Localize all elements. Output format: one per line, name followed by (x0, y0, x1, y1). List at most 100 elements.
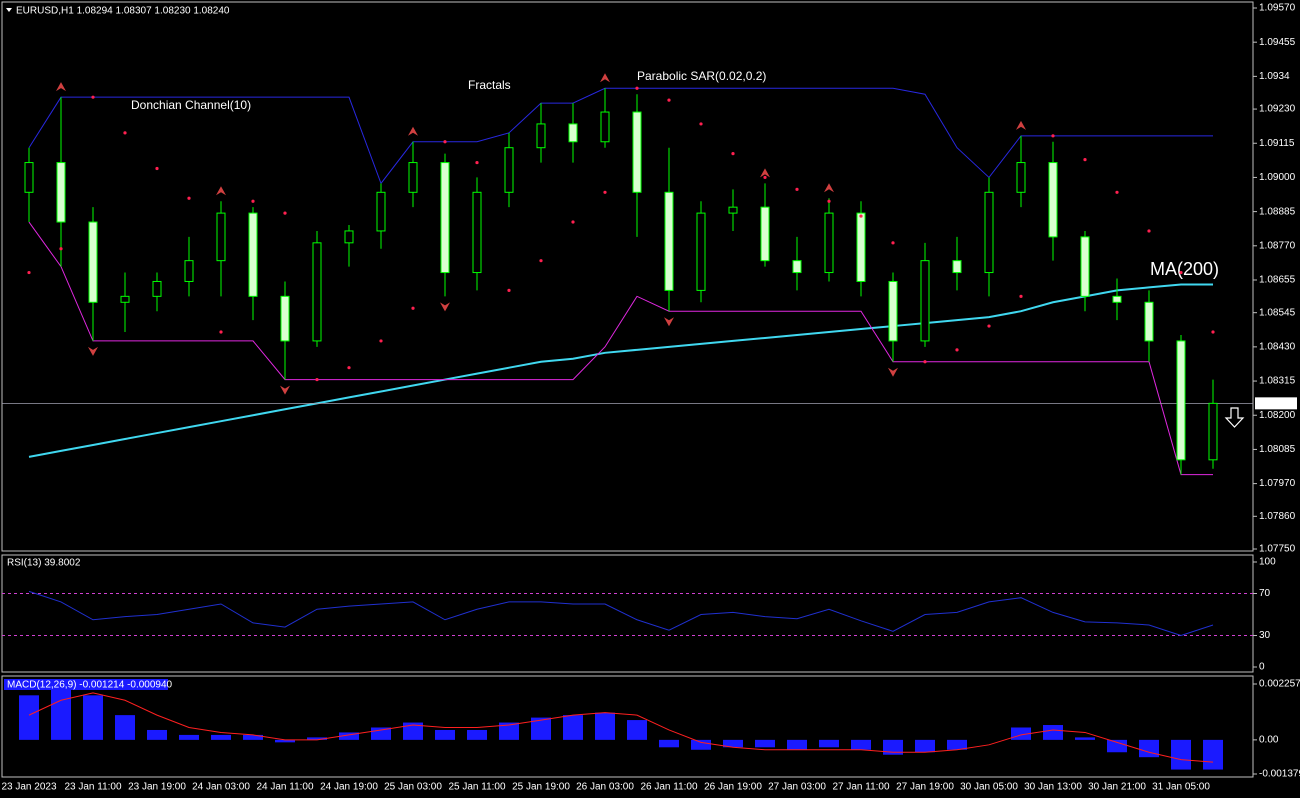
macd-bar (115, 715, 135, 740)
current-price-box (1255, 397, 1297, 410)
candle-body (1016, 162, 1026, 193)
sar-dot (955, 348, 959, 352)
candle-body (440, 162, 450, 274)
sar-dot (635, 86, 639, 90)
x-tick-label: 30 Jan 05:00 (960, 782, 1018, 793)
candle-body (536, 123, 546, 149)
sar-dot (795, 187, 799, 191)
x-tick-label: 26 Jan 03:00 (576, 782, 634, 793)
candle-body (216, 212, 226, 262)
fractal-up (1016, 120, 1026, 130)
y-tick-label: 100 (1259, 557, 1276, 568)
candle-body (856, 212, 866, 282)
candle-body (344, 230, 354, 244)
x-tick-label: 24 Jan 19:00 (320, 782, 378, 793)
ma-label: MA(200) (1150, 259, 1219, 279)
sar-dot (571, 220, 575, 224)
macd-bar (1171, 739, 1191, 770)
x-tick-label: 27 Jan 03:00 (768, 782, 826, 793)
sar-dot (475, 160, 479, 165)
macd-bar (51, 687, 71, 740)
candle-body (760, 206, 770, 262)
x-tick-label: 27 Jan 11:00 (832, 782, 890, 793)
sar-dot (379, 339, 383, 343)
candle-body (88, 221, 98, 303)
macd-bar (467, 729, 487, 740)
candle-body (280, 295, 290, 342)
fractal-up (760, 168, 770, 178)
x-tick-label: 25 Jan 19:00 (512, 782, 570, 793)
y-tick-label: 1.09115 (1259, 138, 1295, 149)
ma-line (28, 283, 1213, 458)
candle-body (888, 280, 898, 342)
macd-bar (851, 739, 871, 750)
candle-body (1176, 340, 1186, 461)
sar-dot (763, 175, 767, 180)
macd-bar (947, 739, 967, 750)
macd-bar (211, 734, 231, 740)
sar-dot (59, 247, 63, 251)
sar-dot (187, 196, 191, 200)
candle-body (1144, 301, 1154, 342)
macd-bar (275, 739, 295, 743)
macd-bar (1139, 739, 1159, 758)
macd-bar (755, 739, 775, 748)
current-price-label: 1.08240 (1258, 398, 1295, 409)
candle-body (1208, 402, 1218, 461)
x-tick-label: 23 Jan 11:00 (64, 782, 122, 793)
candle-body (152, 280, 162, 297)
fractal-up (408, 126, 418, 136)
sar-dot (507, 288, 511, 292)
macd-bar (83, 695, 103, 740)
candle-body (1080, 236, 1090, 297)
sar-dot (987, 324, 991, 328)
y-tick-label: 1.09230 (1259, 104, 1296, 115)
candle-body (600, 111, 610, 143)
x-tick-label: 25 Jan 03:00 (384, 782, 442, 793)
panel-title: RSI(13) 39.8002 (7, 558, 81, 569)
dropdown-icon (6, 8, 12, 12)
y-tick-label: 1.0934 (1259, 71, 1290, 82)
candle-body (184, 260, 194, 282)
macd-bar (1107, 739, 1127, 753)
x-tick-label: 30 Jan 21:00 (1088, 782, 1146, 793)
sar-dot (283, 211, 287, 215)
sar-dot (667, 98, 671, 102)
macd-bar (339, 732, 359, 740)
macd-bar (819, 739, 839, 748)
candle-body (248, 212, 258, 297)
macd-panel (1, 675, 1254, 778)
y-tick-label: 1.08545 (1259, 307, 1296, 318)
sar-dot (219, 330, 223, 334)
y-tick-label: 1.08200 (1259, 410, 1296, 421)
macd-bar (147, 729, 167, 740)
macd-bar (403, 722, 423, 740)
x-tick-label: 31 Jan 05:00 (1152, 782, 1210, 793)
panel-title: MACD(12,26,9) -0.001214 -0.000940 (7, 680, 173, 691)
candle-body (952, 260, 962, 274)
sar-dot (891, 241, 895, 245)
y-tick-label: 0.00 (1259, 735, 1279, 746)
macd-bar (307, 737, 327, 740)
x-tick-label: 30 Jan 13:00 (1024, 782, 1082, 793)
macd-bar (915, 739, 935, 753)
fractal-up (216, 186, 226, 196)
candle-body (1112, 295, 1122, 303)
sell-arrow-icon (1224, 407, 1245, 428)
candle-body (984, 191, 994, 274)
chart-title: EURUSD,H1 1.08294 1.08307 1.08230 1.0824… (16, 6, 230, 17)
x-tick-label: 27 Jan 19:00 (896, 782, 954, 793)
y-tick-label: 30 (1259, 630, 1271, 641)
y-tick-label: 0.002257 (1259, 679, 1300, 690)
donchian-upper (28, 87, 1213, 185)
fractal-down (664, 317, 674, 327)
sar-dot (603, 190, 607, 194)
macd-bar (691, 739, 711, 750)
sar-dot (27, 270, 31, 275)
candle-body (632, 111, 642, 193)
donchian-lower (28, 221, 1213, 476)
sar-dot (91, 95, 95, 99)
y-tick-label: 1.07860 (1259, 511, 1296, 522)
